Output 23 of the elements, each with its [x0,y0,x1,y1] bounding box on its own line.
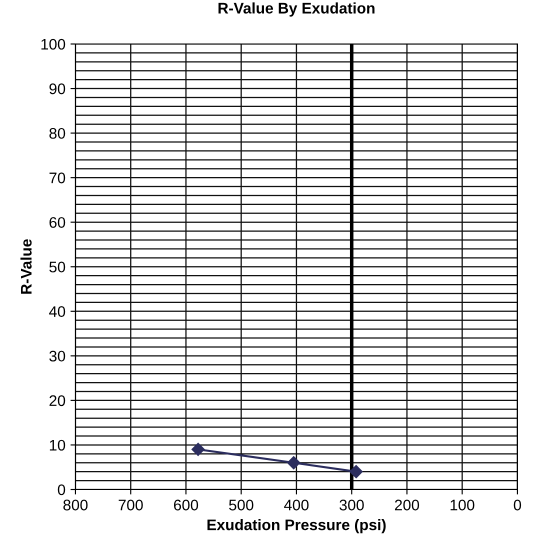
x-tick-label: 800 [63,500,88,510]
x-tick-label: 0 [514,500,522,510]
y-tick-label: 80 [49,128,66,139]
y-tick-label: 90 [49,83,66,94]
x-tick-label: 600 [174,500,198,510]
y-tick-label: 40 [49,306,66,317]
chart-title: R-Value By Exudation [218,2,374,17]
x-tick-label: 100 [450,500,474,510]
y-tick-label: 70 [50,172,66,184]
y-tick-label: 20 [50,395,66,406]
y-tick-label: 50 [49,262,66,272]
y-tick-label: 10 [50,440,66,451]
x-tick-label: 400 [284,500,309,510]
y-tick-label: 100 [41,38,66,50]
y-tick-label: 60 [50,217,66,228]
x-tick-label: 500 [229,500,254,510]
y-tick-label: 0 [58,484,66,496]
x-tick-label: 200 [394,500,420,510]
y-tick-label: 30 [49,350,66,362]
x-tick-label: 700 [118,500,143,510]
x-axis-title: Exudation Pressure (psi) [207,519,386,534]
y-axis-title: R-Value [20,239,32,294]
x-tick-label: 300 [340,500,364,510]
